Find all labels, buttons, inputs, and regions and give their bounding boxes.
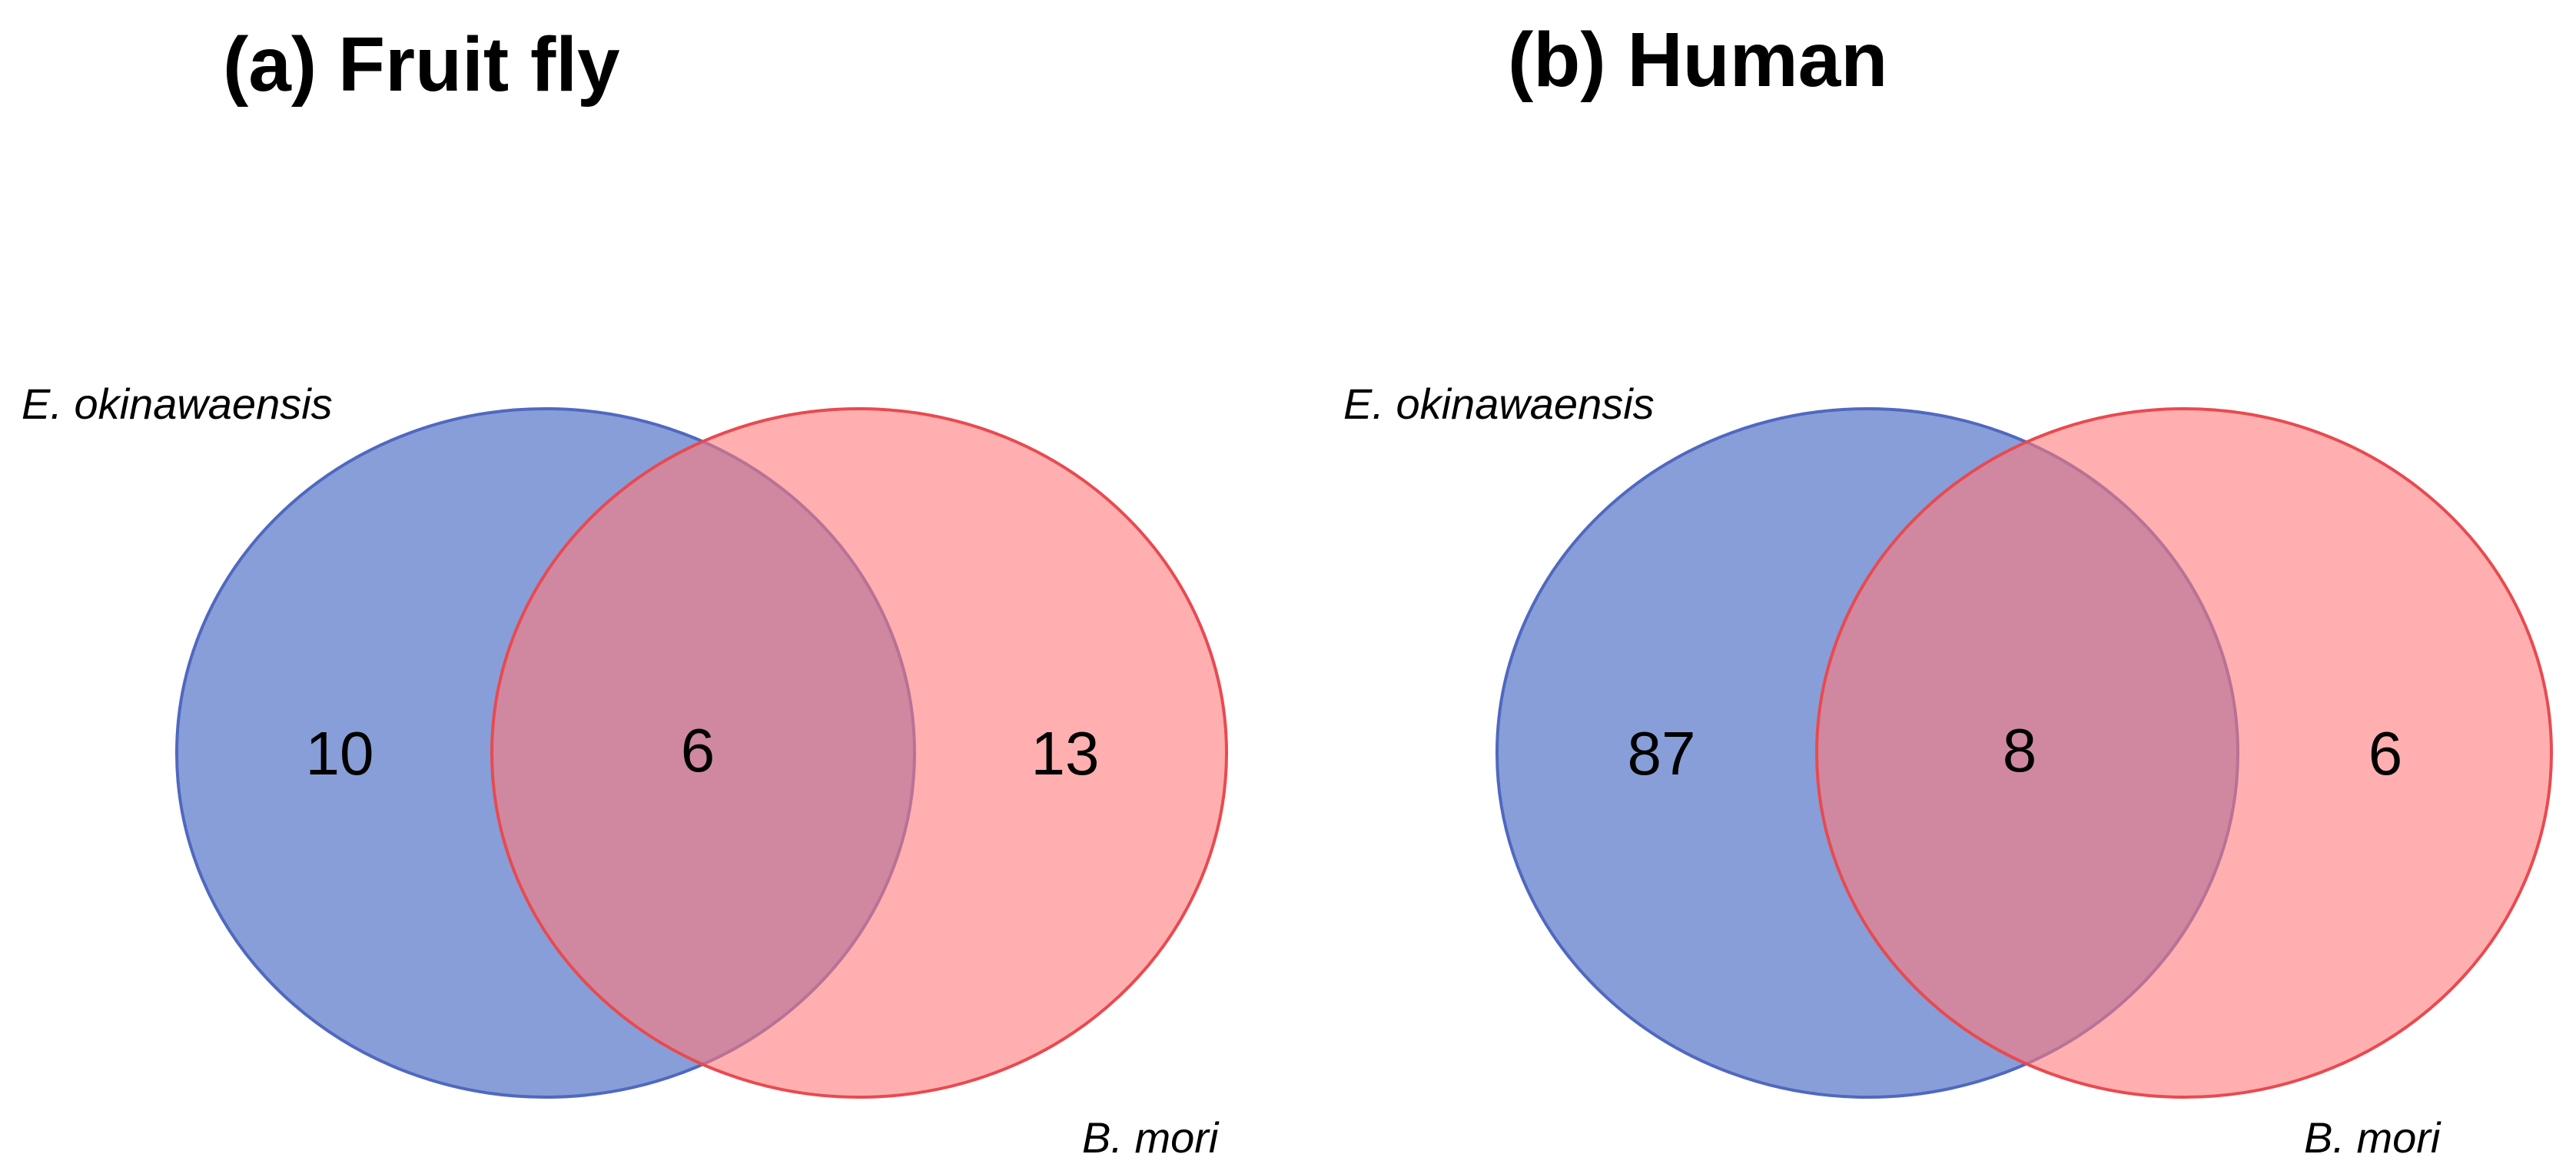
panel-a-intersection-count: 6	[681, 716, 715, 784]
panel-b-intersection-count: 8	[2003, 716, 2037, 784]
panel-a-set-b-circle	[490, 407, 1228, 1099]
panel-b-set-a-label: E. okinawaensis	[1343, 380, 1655, 428]
panel-a: (a) Fruit fly E. okinawaensis B. mori 10…	[22, 22, 1228, 1162]
panel-a-set-a-label: E. okinawaensis	[22, 380, 333, 428]
panel-a-set-a-only-count: 10	[306, 719, 374, 788]
panel-b-title: (b) Human	[1508, 17, 1887, 103]
panel-b-set-b-label: B. mori	[2304, 1113, 2442, 1162]
panel-b-set-a-only-count: 87	[1628, 719, 1696, 788]
panel-a-title: (a) Fruit fly	[223, 22, 620, 108]
panel-b-set-b-circle	[1815, 407, 2553, 1099]
panel-b: (b) Human E. okinawaensis B. mori 87 8 6	[1343, 17, 2553, 1162]
panel-b-set-b-only-count: 6	[2369, 719, 2403, 788]
panel-a-set-b-only-count: 13	[1031, 719, 1100, 788]
panel-a-set-b-label: B. mori	[1082, 1113, 1220, 1162]
